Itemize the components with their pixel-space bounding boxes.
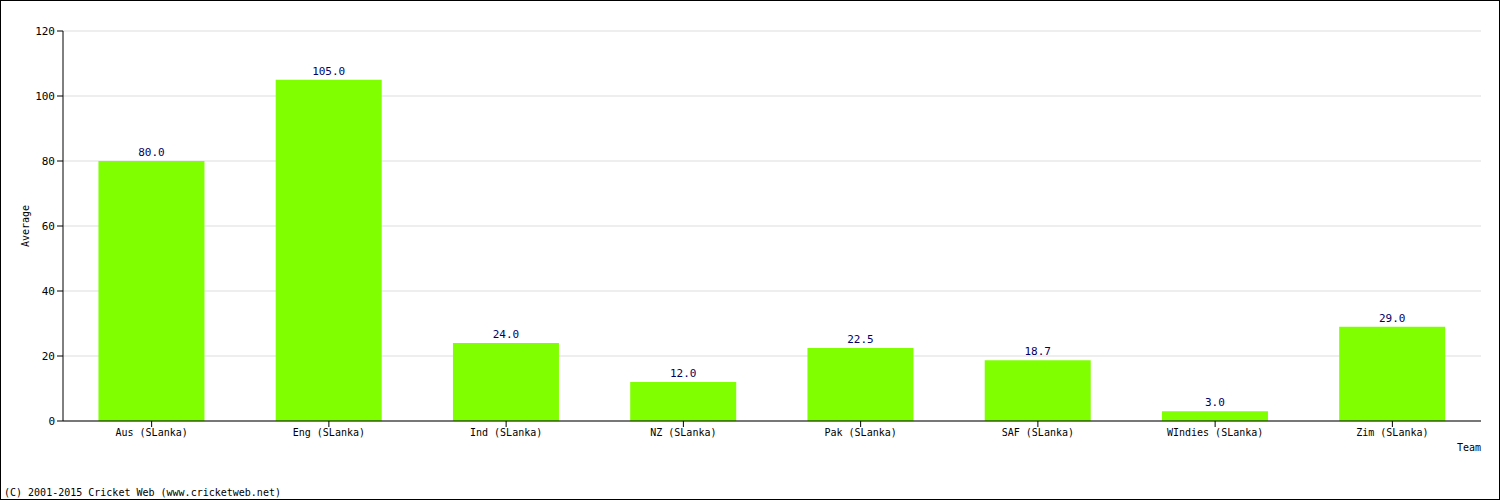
svg-text:100: 100 bbox=[35, 90, 55, 103]
svg-text:Average: Average bbox=[20, 205, 31, 247]
svg-text:105.0: 105.0 bbox=[312, 65, 345, 78]
svg-text:24.0: 24.0 bbox=[493, 328, 520, 341]
svg-text:Pak (SLanka): Pak (SLanka) bbox=[825, 427, 897, 438]
svg-text:Eng (SLanka): Eng (SLanka) bbox=[293, 427, 365, 438]
svg-text:80.0: 80.0 bbox=[138, 146, 165, 159]
html-text:(C) 2001-2015 Cricket Web (www: (C) 2001-2015 Cricket Web (www.cricketwe… bbox=[4, 487, 281, 498]
svg-text:SAF (SLanka): SAF (SLanka) bbox=[1002, 427, 1074, 438]
svg-text:20: 20 bbox=[42, 350, 55, 363]
svg-text:29.0: 29.0 bbox=[1379, 312, 1406, 325]
svg-text:Aus (SLanka): Aus (SLanka) bbox=[116, 427, 188, 438]
svg-text:3.0: 3.0 bbox=[1205, 396, 1225, 409]
svg-text:NZ (SLanka): NZ (SLanka) bbox=[650, 427, 716, 438]
svg-text:120: 120 bbox=[35, 25, 55, 38]
svg-text:18.7: 18.7 bbox=[1024, 345, 1051, 358]
svg-text:Zim (SLanka): Zim (SLanka) bbox=[1356, 427, 1428, 438]
svg-text:22.5: 22.5 bbox=[847, 333, 874, 346]
svg-text:Team: Team bbox=[1457, 442, 1481, 453]
svg-text:60: 60 bbox=[42, 220, 55, 233]
svg-text:WIndies (SLanka): WIndies (SLanka) bbox=[1167, 427, 1263, 438]
svg-text:0: 0 bbox=[48, 415, 55, 428]
svg-text:12.0: 12.0 bbox=[670, 367, 697, 380]
svg-text:40: 40 bbox=[42, 285, 55, 298]
svg-text:80: 80 bbox=[42, 155, 55, 168]
svg-text:Ind (SLanka): Ind (SLanka) bbox=[470, 427, 542, 438]
